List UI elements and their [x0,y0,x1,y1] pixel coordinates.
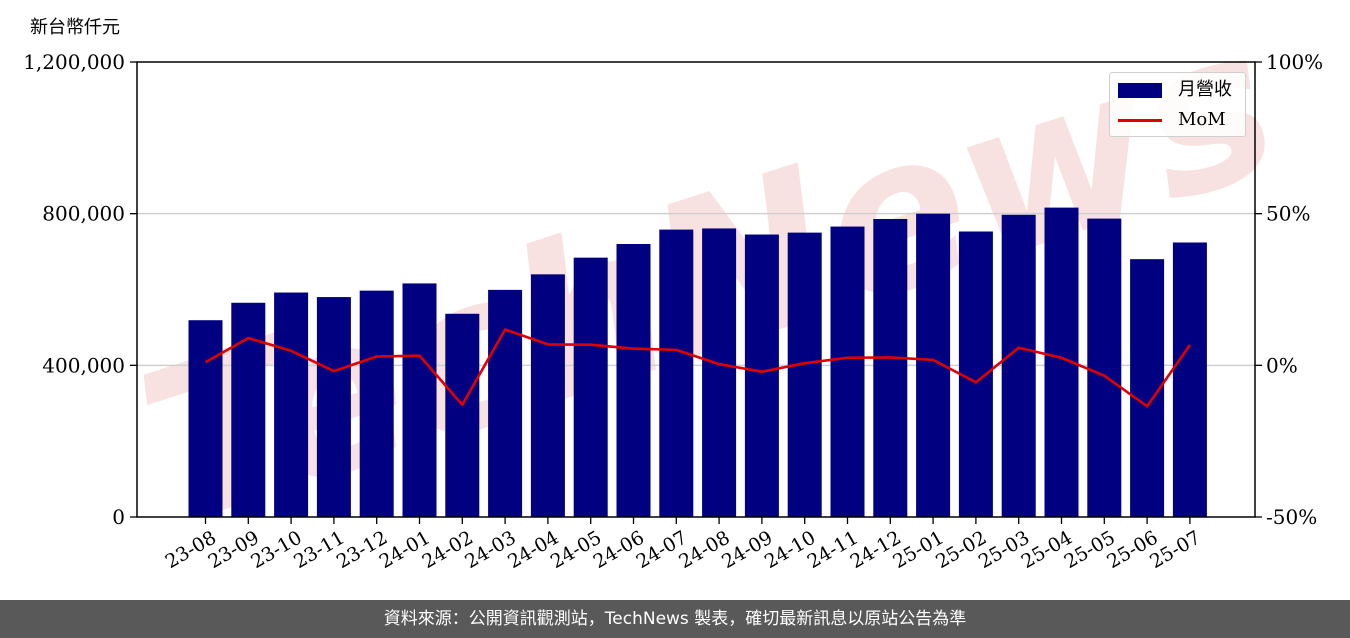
bar-23-12 [359,290,394,517]
bars-layer [188,207,1207,518]
x-tick-label: 25-07 [1146,527,1204,573]
legend-swatch-bar [1118,83,1162,98]
bar-24-02 [445,313,480,517]
y-left-tick-label: 0 [112,505,125,529]
legend-swatch-line [1118,119,1162,122]
bar-23-11 [316,297,351,517]
y-right-tick-label: 50% [1266,202,1310,226]
footer-source-note: 資料來源：公開資訊觀測站，TechNews 製表，確切最新訊息以原站公告為準 [0,600,1350,638]
line-layer [204,328,1191,408]
bar-23-09 [231,302,266,517]
bar-24-03 [488,289,523,517]
bar-23-08 [188,320,223,517]
legend-item-line: MoM [1118,107,1243,131]
bar-25-05 [1087,218,1122,518]
y-left-tick-label: 1,200,000 [23,50,125,74]
bar-25-07 [1172,242,1207,517]
bar-23-10 [274,292,309,517]
legend-label-bar: 月營收 [1178,79,1232,100]
y-unit-label: 新台幣仟元 [30,17,120,38]
bar-25-03 [1001,214,1036,517]
y-right-tick-label: -50% [1266,505,1317,529]
y-right-tick-label: 100% [1266,50,1323,74]
legend: 月營收 MoM [1109,72,1246,137]
legend-label-line: MoM [1178,109,1226,130]
bar-24-09 [744,234,779,518]
bar-24-07 [659,229,694,517]
y-left-tick-label: 800,000 [42,202,125,226]
legend-item-bar: 月營收 [1118,77,1243,101]
bar-24-04 [530,274,565,517]
bar-24-06 [616,244,651,517]
bar-24-12 [873,218,908,517]
bar-24-01 [402,283,437,517]
y-right-tick-label: 0% [1266,353,1298,377]
bar-24-08 [702,228,737,517]
axes-layer [136,61,1256,518]
y-left-tick-label: 400,000 [42,353,125,377]
bar-24-05 [573,257,608,517]
bar-24-11 [830,226,865,517]
mom-line [204,328,1191,408]
plot-frame [136,61,1256,518]
chart: 0400,000800,0001,200,000-50%0%50%100%23-… [23,17,1323,573]
bar-24-10 [787,232,822,517]
